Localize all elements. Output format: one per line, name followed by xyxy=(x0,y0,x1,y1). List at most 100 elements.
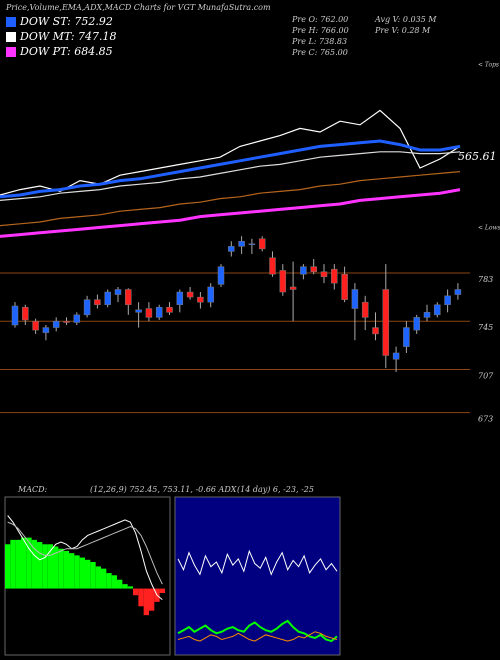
candle-body xyxy=(104,291,111,305)
histogram-bar xyxy=(74,555,80,589)
candle-body xyxy=(42,327,50,333)
ema-line xyxy=(0,171,461,227)
histogram-bar xyxy=(58,548,64,589)
candle-body xyxy=(22,307,29,321)
histogram-bar xyxy=(95,566,101,589)
histogram-bar xyxy=(143,588,149,616)
candle-body xyxy=(73,314,81,323)
candle-body xyxy=(94,299,101,305)
histogram-bar xyxy=(159,588,165,593)
adx-line xyxy=(177,619,338,643)
candle-body xyxy=(454,289,462,295)
histogram-bar xyxy=(15,539,21,589)
histogram-bar xyxy=(101,568,107,589)
candle-body xyxy=(197,296,204,303)
histogram-bar xyxy=(138,588,144,607)
candle-body xyxy=(155,307,163,318)
candle-body xyxy=(217,266,225,285)
candle-body xyxy=(310,266,317,272)
candle-body xyxy=(166,307,173,313)
macd-title: MACD: xyxy=(17,485,48,494)
histogram-bar xyxy=(37,542,43,589)
candle-body xyxy=(351,289,359,309)
candle-body xyxy=(125,289,132,305)
candle-body xyxy=(176,291,184,305)
candle-body xyxy=(248,243,256,246)
histogram-bar xyxy=(117,579,123,589)
macd-line xyxy=(7,515,163,601)
candle-body xyxy=(423,312,431,318)
adx-line xyxy=(177,631,338,642)
candle-body xyxy=(228,246,235,252)
candle-body xyxy=(331,268,338,284)
legend-swatch xyxy=(6,47,16,57)
adx-line xyxy=(177,549,338,576)
candle-body xyxy=(135,309,142,313)
candle-body xyxy=(320,271,328,278)
info-text: Pre H: 766.00 xyxy=(291,26,349,35)
tops-label: < Tops xyxy=(478,62,499,69)
candle-body xyxy=(11,305,19,326)
histogram-bar xyxy=(21,537,27,589)
candle-body xyxy=(289,286,297,290)
histogram-bar xyxy=(106,573,112,589)
y-tick-label: 673 xyxy=(478,415,493,424)
candle-body xyxy=(372,327,379,335)
candle-body xyxy=(186,291,194,298)
ema-line xyxy=(0,188,461,238)
candle-body xyxy=(382,289,390,356)
candle-body xyxy=(403,327,410,347)
histogram-bar xyxy=(5,544,11,589)
candle-body xyxy=(341,274,348,300)
candle-body xyxy=(52,320,60,328)
y-tick-label: 745 xyxy=(478,323,493,332)
histogram-bar xyxy=(26,537,32,589)
info-text: Avg V: 0.035 M xyxy=(374,15,437,24)
candle-body xyxy=(32,320,39,331)
candle-body xyxy=(413,317,420,331)
histogram-bar xyxy=(63,550,69,589)
histogram-bar xyxy=(47,544,53,589)
ema-line xyxy=(0,109,461,196)
candle-body xyxy=(207,286,214,303)
histogram-bar xyxy=(90,562,96,589)
candle-body xyxy=(279,270,287,293)
candle-body xyxy=(392,352,400,360)
histogram-bar xyxy=(133,588,139,596)
adx-frame xyxy=(174,496,341,656)
histogram-bar xyxy=(149,588,155,611)
y-tick-label: 783 xyxy=(478,275,493,284)
legend-label: DOW PT: 684.85 xyxy=(19,45,113,58)
histogram-bar xyxy=(42,544,48,589)
candle-body xyxy=(300,266,307,275)
histogram-bar xyxy=(10,539,16,589)
histogram-bar xyxy=(85,559,91,589)
y-tick-label: 707 xyxy=(478,371,494,380)
chart-title: Price,Volume,EMA,ADX,MACD Charts for VGT… xyxy=(5,3,271,12)
candle-body xyxy=(361,301,369,318)
candle-body xyxy=(145,308,153,318)
legend-label: DOW ST: 752.92 xyxy=(19,15,113,28)
candle-body xyxy=(434,304,441,316)
info-text: Pre C: 765.00 xyxy=(291,48,348,57)
candle-body xyxy=(269,257,276,275)
histogram-bar xyxy=(53,546,59,589)
info-text: Pre O: 762.00 xyxy=(291,15,348,24)
candle-body xyxy=(258,238,266,250)
legend-swatch xyxy=(6,32,16,42)
candle-body xyxy=(83,299,91,316)
lows-label: < Lows xyxy=(478,225,500,232)
candle-body xyxy=(114,289,122,295)
annotation: 565.61 xyxy=(458,150,497,163)
info-text: Pre V: 0.28 M xyxy=(374,26,431,35)
histogram-bar xyxy=(127,586,133,589)
adx-title: (14 day) 6, -23, -25 xyxy=(237,485,314,494)
histogram-bar xyxy=(31,539,37,589)
histogram-bar xyxy=(69,553,75,589)
histogram-bar xyxy=(122,584,128,589)
macd-line xyxy=(7,521,163,585)
ema-line xyxy=(0,151,461,201)
info-text: Pre L: 738.83 xyxy=(291,37,347,46)
